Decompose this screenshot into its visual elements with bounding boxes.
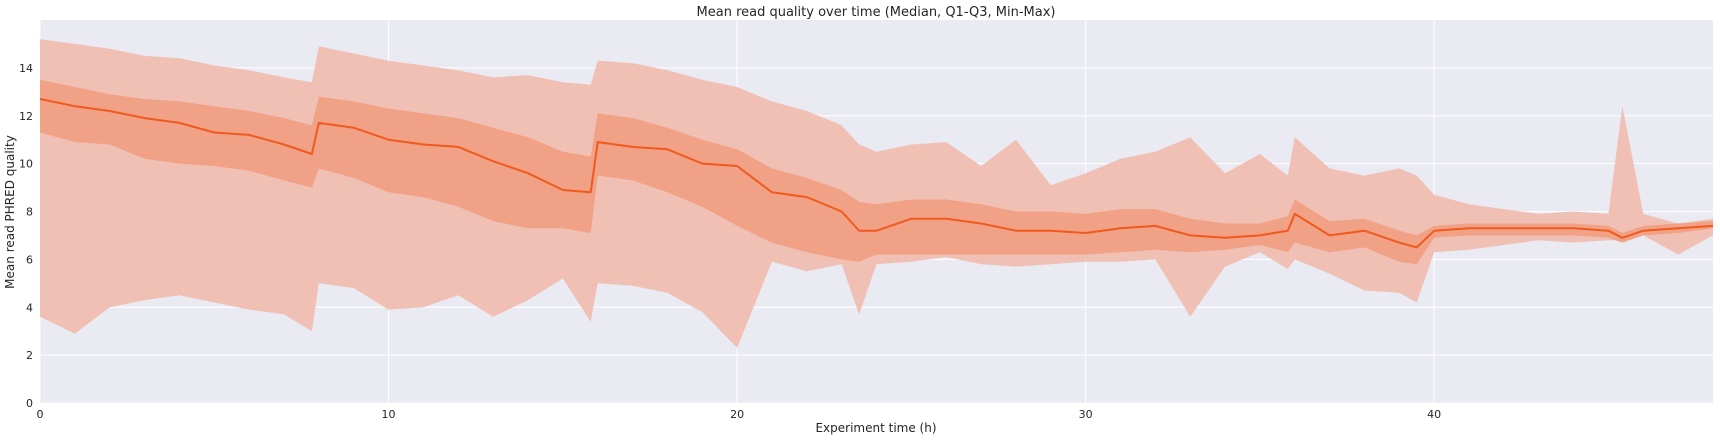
y-tick-label: 2 (26, 349, 33, 362)
median-line-group (39, 98, 1714, 249)
tick-labels: 0 10 20 30 40 0 2 4 6 8 10 12 14 (19, 62, 1441, 421)
x-tick-label: 0 (37, 408, 44, 421)
x-tick-label: 10 (382, 408, 396, 421)
quality-bands (40, 39, 1713, 348)
y-tick-label: 12 (19, 110, 33, 123)
y-tick-label: 14 (19, 62, 33, 75)
y-tick-label: 6 (26, 253, 33, 266)
median-line (39, 98, 1714, 249)
x-tick-label: 30 (1079, 408, 1093, 421)
q1-q3-band (40, 79, 1713, 265)
x-axis-title: Experiment time (h) (815, 421, 936, 435)
y-axis-title: Mean read PHRED quality (3, 135, 17, 289)
min-max-band (40, 39, 1713, 348)
x-tick-label: 40 (1427, 408, 1441, 421)
x-tick-label: 20 (730, 408, 744, 421)
y-tick-label: 0 (26, 397, 33, 410)
chart-title: Mean read quality over time (Median, Q1-… (697, 5, 1056, 20)
y-tick-label: 4 (26, 301, 33, 314)
y-tick-label: 8 (26, 206, 33, 219)
y-tick-label: 10 (19, 158, 33, 171)
